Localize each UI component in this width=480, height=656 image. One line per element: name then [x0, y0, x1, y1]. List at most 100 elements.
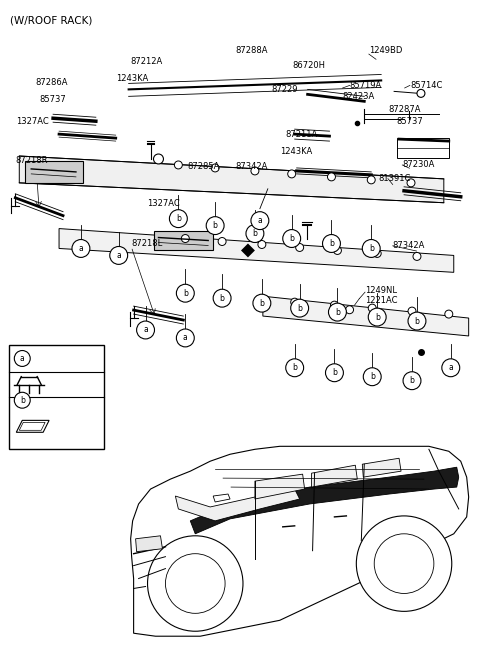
Text: 87342A: 87342A	[235, 162, 268, 171]
Text: 87230A: 87230A	[402, 161, 434, 169]
Circle shape	[147, 536, 243, 631]
Circle shape	[407, 179, 415, 187]
Text: 1327AC: 1327AC	[147, 199, 180, 208]
Circle shape	[258, 241, 266, 249]
Polygon shape	[255, 474, 305, 499]
Text: 1221AC: 1221AC	[365, 296, 397, 305]
Text: 1249NL: 1249NL	[365, 286, 397, 295]
Text: 87218L: 87218L	[131, 239, 162, 248]
Text: 85737: 85737	[39, 94, 66, 104]
Text: b: b	[297, 304, 302, 313]
Text: 87218R: 87218R	[16, 156, 48, 165]
Text: 86725C: 86725C	[36, 354, 71, 363]
Circle shape	[334, 247, 341, 255]
Polygon shape	[19, 422, 45, 430]
Circle shape	[330, 301, 338, 309]
Circle shape	[176, 329, 194, 347]
Circle shape	[251, 167, 259, 175]
Circle shape	[374, 534, 434, 594]
Circle shape	[442, 359, 460, 377]
Text: b: b	[292, 363, 297, 372]
Circle shape	[296, 243, 304, 251]
Text: b: b	[213, 221, 217, 230]
Circle shape	[403, 372, 421, 390]
Text: 87286A: 87286A	[36, 77, 68, 87]
Text: a: a	[20, 354, 24, 363]
Circle shape	[291, 298, 299, 306]
Text: a: a	[257, 216, 262, 225]
Text: 1243KA: 1243KA	[281, 148, 313, 156]
Circle shape	[110, 247, 128, 264]
Text: b: b	[329, 239, 334, 248]
Polygon shape	[19, 156, 444, 203]
Text: b: b	[259, 298, 264, 308]
Circle shape	[362, 239, 380, 257]
Text: 85714C: 85714C	[410, 81, 442, 90]
Polygon shape	[241, 243, 255, 257]
Text: 1243KA: 1243KA	[116, 74, 148, 83]
Text: 87229: 87229	[271, 85, 298, 94]
Text: 85737: 85737	[396, 117, 423, 127]
Bar	[397, 138, 449, 158]
Text: 82423A: 82423A	[343, 92, 375, 101]
Circle shape	[174, 161, 182, 169]
Circle shape	[213, 289, 231, 307]
Circle shape	[356, 516, 452, 611]
Text: 87285A: 87285A	[188, 162, 220, 171]
Polygon shape	[16, 420, 49, 432]
Polygon shape	[213, 494, 230, 502]
Circle shape	[413, 253, 421, 260]
Circle shape	[211, 164, 219, 172]
Text: a: a	[116, 251, 121, 260]
Polygon shape	[175, 489, 300, 521]
Text: b: b	[20, 396, 24, 405]
Circle shape	[325, 364, 343, 382]
Circle shape	[368, 308, 386, 326]
Text: b: b	[369, 244, 373, 253]
Circle shape	[445, 310, 453, 318]
Text: b: b	[332, 368, 337, 377]
Circle shape	[328, 303, 347, 321]
Circle shape	[253, 294, 271, 312]
Circle shape	[286, 359, 304, 377]
Circle shape	[166, 554, 225, 613]
Circle shape	[154, 154, 164, 164]
Bar	[25, 161, 83, 183]
Circle shape	[323, 235, 340, 253]
Circle shape	[291, 299, 309, 317]
Text: b: b	[220, 294, 225, 302]
Text: a: a	[183, 333, 188, 342]
Circle shape	[373, 249, 381, 257]
Circle shape	[14, 392, 30, 408]
Polygon shape	[59, 228, 454, 272]
Text: 87287A: 87287A	[388, 105, 420, 114]
Circle shape	[137, 321, 155, 339]
Circle shape	[363, 368, 381, 386]
Text: b: b	[415, 317, 420, 325]
Text: b: b	[370, 372, 375, 381]
Text: 87211A: 87211A	[285, 131, 318, 140]
Polygon shape	[190, 467, 459, 534]
Polygon shape	[136, 536, 162, 552]
Text: b: b	[375, 312, 380, 321]
Circle shape	[218, 237, 226, 245]
Text: (W/ROOF RACK): (W/ROOF RACK)	[10, 15, 92, 25]
Text: a: a	[448, 363, 453, 372]
Text: b: b	[289, 234, 294, 243]
Circle shape	[283, 230, 300, 247]
Circle shape	[246, 224, 264, 243]
Text: b: b	[252, 229, 257, 238]
Text: a: a	[79, 244, 84, 253]
Text: 87288A: 87288A	[235, 47, 268, 55]
Circle shape	[327, 173, 336, 181]
Polygon shape	[263, 297, 468, 336]
Circle shape	[251, 212, 269, 230]
Text: a: a	[143, 325, 148, 335]
Text: b: b	[335, 308, 340, 317]
Text: 87342A: 87342A	[393, 241, 425, 251]
Text: 87212A: 87212A	[130, 58, 163, 66]
Text: b: b	[183, 289, 188, 298]
Text: 81391C: 81391C	[378, 174, 411, 183]
Text: 1327AC: 1327AC	[16, 117, 48, 126]
Circle shape	[169, 210, 187, 228]
